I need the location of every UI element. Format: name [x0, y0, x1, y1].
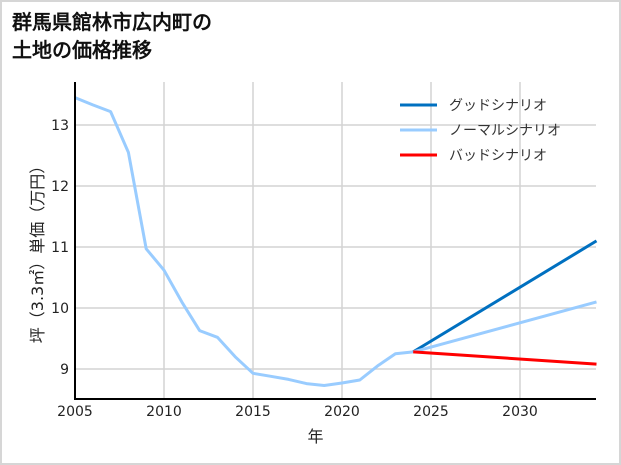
x-tick-label: 2030 — [502, 404, 538, 420]
title-line-2: 土地の価格推移 — [12, 38, 152, 62]
x-tick-label: 2005 — [57, 404, 93, 420]
x-tick-label: 2010 — [146, 404, 182, 420]
legend-label: グッドシナリオ — [449, 98, 547, 114]
y-tick-label: 9 — [60, 362, 69, 378]
y-tick-label: 12 — [51, 179, 69, 195]
x-axis-label: 年 — [307, 427, 323, 446]
x-tick-label: 2015 — [235, 404, 271, 420]
y-tick-label: 13 — [51, 118, 69, 134]
series-line — [412, 239, 598, 354]
x-tick-label: 2020 — [324, 404, 360, 420]
y-tick-label: 11 — [51, 240, 69, 256]
title-line-1: 群馬県館林市広内町の — [12, 10, 212, 34]
legend-label: ノーマルシナリオ — [449, 123, 561, 139]
series-line — [74, 96, 414, 387]
legend-label: バッドシナリオ — [449, 148, 547, 164]
series-line — [412, 300, 597, 354]
y-axis-label: 坪（3.3㎡）単価（万円） — [28, 158, 47, 343]
series-line — [413, 350, 597, 366]
y-tick-label: 10 — [51, 301, 69, 317]
chart-title: 群馬県館林市広内町の 土地の価格推移 — [12, 8, 212, 64]
x-tick-label: 2025 — [413, 404, 449, 420]
